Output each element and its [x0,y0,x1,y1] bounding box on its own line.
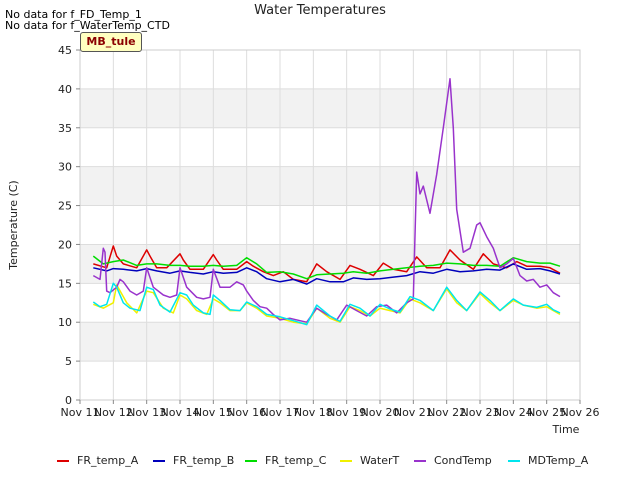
x-tick-label: Nov 13 [127,406,166,419]
series-line-fr-temp-c [92,255,561,280]
y-tick-label: 20 [58,238,72,251]
y-tick-label: 30 [58,161,72,174]
plot-band [80,166,580,206]
legend-item-watert: WaterT [340,452,399,470]
y-tick-label: 35 [58,122,72,135]
legend-swatch [340,460,352,462]
legend-item-mdtemp-a: MDTemp_A [508,452,588,470]
series-line-fr-temp-a [93,245,561,283]
x-tick-label: Nov 11 [61,406,100,419]
chart-title: Water Temperatures [254,3,386,18]
legend-swatch [245,460,257,462]
y-tick-label: 25 [58,200,72,213]
legend-item-fr-temp-c: FR_temp_C [245,452,326,470]
no-data-note: No data for f_WaterTemp_CTD [5,19,170,32]
legend-label: WaterT [360,454,400,467]
series-layer [92,78,561,326]
x-axis-label: Time [552,423,580,436]
x-tick-label: Nov 19 [327,406,366,419]
plot-band [80,322,580,362]
y-tick-label: 40 [58,83,72,96]
x-tick-label: Nov 18 [294,406,333,419]
legend-swatch [508,460,520,462]
legend-label: MDTemp_A [528,454,589,467]
x-tick-label: Nov 15 [194,406,233,419]
x-tick-label: Nov 22 [427,406,466,419]
y-tick-label: 45 [58,44,72,57]
x-tick-label: Nov 16 [227,406,266,419]
y-tick-label: 10 [58,316,72,329]
legend-item-fr-temp-b: FR_temp_B [153,452,234,470]
legend-swatch [153,460,165,462]
x-tick-label: Nov 23 [461,406,500,419]
series-line-mdtemp-a [92,282,561,326]
legend-item-condtemp: CondTemp [414,452,492,470]
x-tick-label: Nov 26 [561,406,600,419]
series-line-watert [93,284,561,325]
no-data-note: No data for f_FD_Temp_1 [5,8,142,21]
x-tick-label: Nov 20 [361,406,400,419]
legend-item-fr-temp-a: FR_temp_A [57,452,138,470]
y-tick-label: 5 [65,355,72,368]
x-tick-label: Nov 25 [527,406,566,419]
legend-swatch [414,460,426,462]
legend-swatch [57,460,69,462]
plot-frame [79,49,581,401]
x-tick-label: Nov 21 [394,406,433,419]
y-tick-label: 0 [65,394,72,407]
series-line-fr-temp-b [93,263,561,285]
plot-bands [80,88,580,362]
x-tick-label: Nov 12 [94,406,133,419]
legend-label: CondTemp [434,454,492,467]
plot-band [80,244,580,284]
legend-label: FR_temp_C [265,454,327,467]
x-tick-label: Nov 14 [161,406,200,419]
legend-label: FR_temp_A [77,454,139,467]
x-tick-label: Nov 24 [494,406,533,419]
chart-legend: FR_temp_A FR_temp_B FR_temp_C WaterT CondTem… [0,452,640,470]
y-axis-label: Temperature (C) [7,180,20,270]
legend-label: FR_temp_B [173,454,235,467]
y-tick-label: 15 [58,277,72,290]
site-badge: MB_tule [80,32,142,52]
plot-band [80,88,580,128]
x-tick-label: Nov 17 [261,406,300,419]
